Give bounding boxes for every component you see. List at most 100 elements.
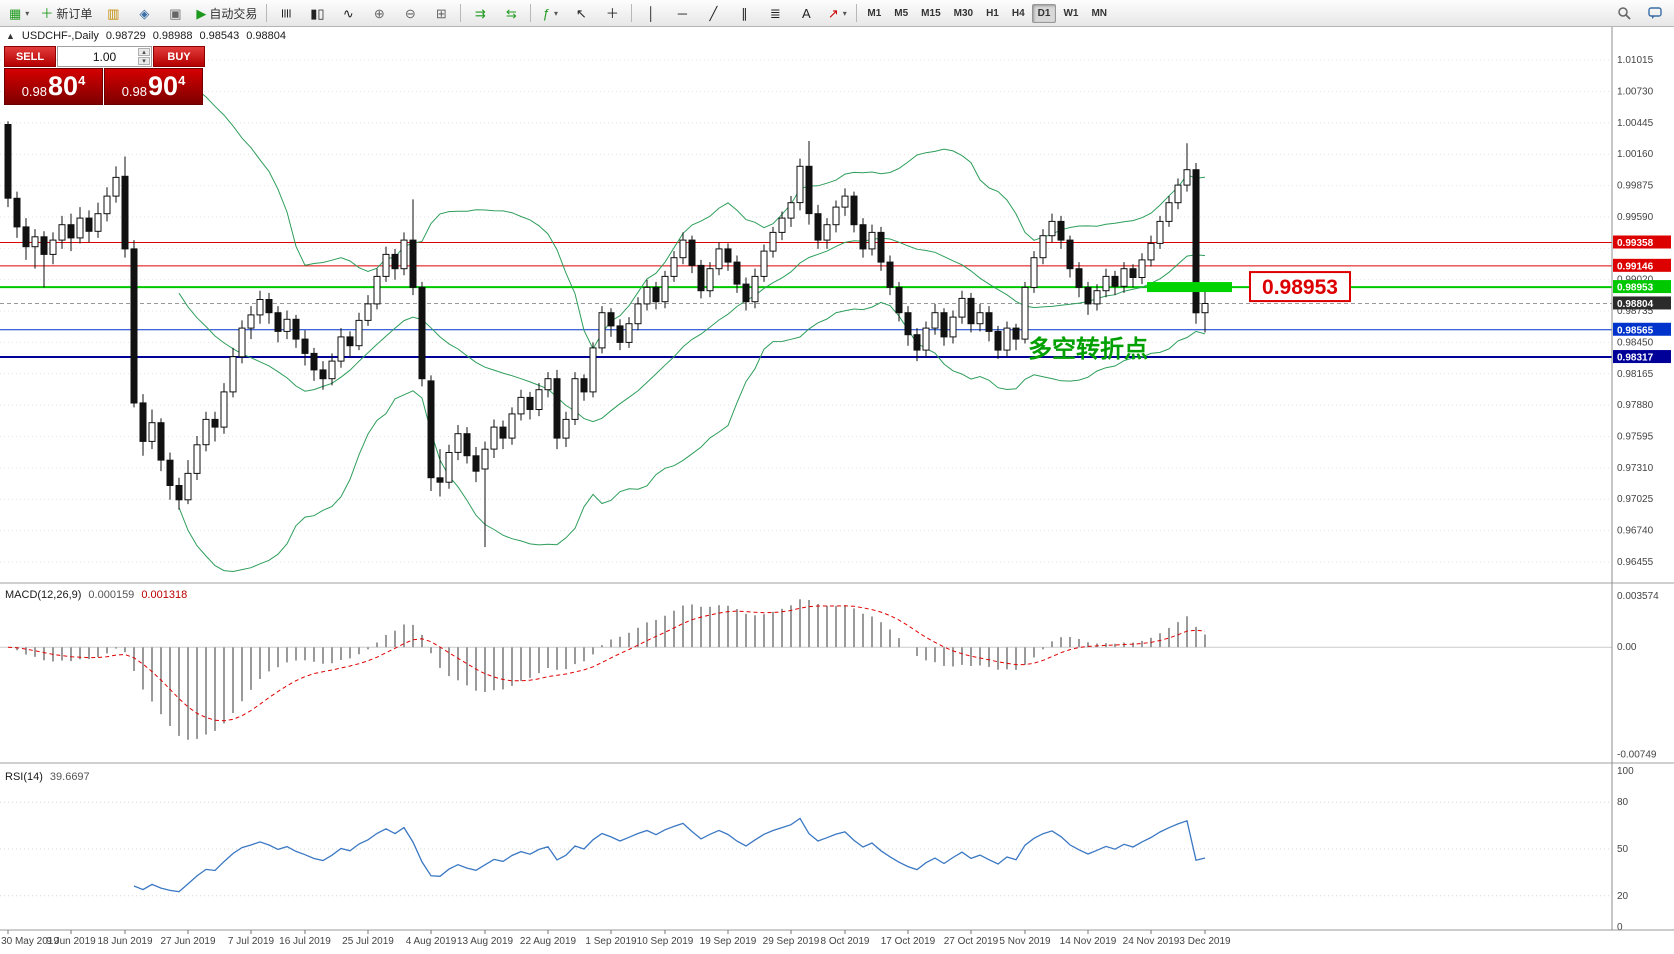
price-callout-box[interactable] <box>1249 271 1351 303</box>
svg-text:18 Jun 2019: 18 Jun 2019 <box>97 936 152 947</box>
macd-histogram <box>16 599 1206 740</box>
indicators-button[interactable]: ƒ ▾ <box>535 2 565 25</box>
new-order-button[interactable]: ＋ 新订单 <box>35 2 97 25</box>
toolbar-divider <box>856 4 858 22</box>
svg-text:3 Dec 2019: 3 Dec 2019 <box>1179 936 1231 947</box>
crosshair-button[interactable]: ＋ <box>597 2 627 25</box>
autotrade-button[interactable]: ▶ 自动交易 <box>191 2 262 25</box>
svg-text:10 Sep 2019: 10 Sep 2019 <box>637 936 694 947</box>
tab-timeframe-h1[interactable]: H1 <box>986 7 999 19</box>
arrows-tool-button[interactable]: ↗ ▾ <box>822 2 852 25</box>
market-watch-icon: ▥ <box>107 5 120 21</box>
svg-text:-0.00749: -0.00749 <box>1617 750 1657 761</box>
quote-close: 0.98804 <box>246 30 286 42</box>
toolbar-divider <box>631 4 633 22</box>
svg-text:0.97310: 0.97310 <box>1617 463 1654 474</box>
tab-timeframe-d1[interactable]: D1 <box>1031 3 1057 23</box>
price-axis-badge <box>1613 235 1671 249</box>
chevron-down-icon: ▾ <box>25 8 30 18</box>
tab-timeframe-m5[interactable]: M5 <box>894 7 909 19</box>
volume-up-icon[interactable]: ▴ <box>138 48 150 56</box>
svg-text:0.98735: 0.98735 <box>1617 306 1654 317</box>
toolbar-divider <box>460 4 462 22</box>
auto-scroll-button[interactable]: ⇉ <box>465 2 495 25</box>
buy-price-tile[interactable]: 0.98 90 4 <box>104 68 203 105</box>
indicators-icon: ƒ <box>542 5 550 21</box>
search-icon <box>1618 7 1631 20</box>
tab-timeframe-m15[interactable]: M15 <box>921 7 941 19</box>
zoom-in-icon: ⊕ <box>373 5 385 21</box>
svg-text:0.97025: 0.97025 <box>1617 494 1654 505</box>
navigator-button[interactable]: ◈ <box>129 2 159 25</box>
svg-text:0.98317: 0.98317 <box>1617 353 1654 364</box>
main-toolbar: ▦ ▾ ＋ 新订单 ▥ ◈ ▣ ▶ 自动交易 ≣ ▮▯ ∿ ⊕ <box>0 0 1674 27</box>
community-button[interactable] <box>1640 2 1670 25</box>
tile-windows-icon: ⊞ <box>435 5 447 21</box>
tab-timeframe-m30[interactable]: M30 <box>953 7 974 19</box>
volume-input[interactable]: 1.00 ▴ ▾ <box>57 46 152 67</box>
price-axis-badge <box>1613 280 1671 294</box>
cursor-button[interactable]: ↖ <box>566 2 596 25</box>
chat-icon <box>1648 7 1662 19</box>
new-chart-icon: ▦ <box>9 5 22 21</box>
collapse-trade-panel-icon[interactable]: ▲ <box>6 31 15 41</box>
sell-price-big: 80 <box>48 71 79 101</box>
turning-point-note-text[interactable]: 多空转折点 <box>1028 335 1148 363</box>
svg-text:1.00160: 1.00160 <box>1617 149 1654 160</box>
svg-text:0.96455: 0.96455 <box>1617 557 1654 568</box>
svg-text:16 Jul 2019: 16 Jul 2019 <box>279 936 331 947</box>
symbol-header: ▲ USDCHF-,Daily 0.98729 0.98988 0.98543 … <box>6 30 286 42</box>
macd-value-signal: 0.001318 <box>141 589 188 601</box>
svg-text:1 Sep 2019: 1 Sep 2019 <box>585 936 637 947</box>
price-chart[interactable]: 1.01015 1.00730 1.00445 1.00160 0.99875 0.995… <box>0 27 1674 954</box>
svg-text:0.98953: 0.98953 <box>1617 283 1654 294</box>
buy-button[interactable]: BUY <box>153 46 205 67</box>
candlestick-chart-button[interactable]: ▮▯ <box>302 2 332 25</box>
price-axis-badge <box>1613 296 1671 310</box>
one-click-trading-panel: SELL 1.00 ▴ ▾ BUY 0.98 80 4 0.98 90 4 <box>4 46 205 105</box>
sell-button[interactable]: SELL <box>4 46 56 67</box>
trendline-button[interactable]: ╱ <box>698 2 728 25</box>
tile-windows-button[interactable]: ⊞ <box>426 2 456 25</box>
support-zone-rect[interactable] <box>1147 282 1232 293</box>
buy-price-prefix: 0.98 <box>121 84 148 99</box>
new-order-plus-icon: ＋ <box>40 5 54 21</box>
tab-timeframe-h4[interactable]: H4 <box>1011 7 1025 19</box>
search-button[interactable] <box>1609 2 1639 25</box>
cursor-icon: ↖ <box>575 5 587 21</box>
svg-text:17 Oct 2019: 17 Oct 2019 <box>881 936 936 947</box>
candlestick-chart-icon: ▮▯ <box>310 5 325 21</box>
tab-timeframe-mn[interactable]: MN <box>1091 7 1108 19</box>
terminal-icon: ▣ <box>169 5 182 21</box>
text-tool-button[interactable]: A <box>791 2 821 25</box>
horizontal-line-button[interactable]: ─ <box>667 2 697 25</box>
zoom-out-button[interactable]: ⊖ <box>395 2 425 25</box>
chart-shift-button[interactable]: ⇆ <box>496 2 526 25</box>
svg-text:50: 50 <box>1617 844 1629 855</box>
rsi-value: 39.6697 <box>49 771 90 783</box>
volume-down-icon[interactable]: ▾ <box>138 57 150 65</box>
channel-icon: ∥ <box>741 5 748 21</box>
channel-button[interactable]: ∥ <box>729 2 759 25</box>
price-axis-badge <box>1613 322 1671 336</box>
line-chart-button[interactable]: ∿ <box>333 2 363 25</box>
fibonacci-button[interactable]: ≣ <box>760 2 790 25</box>
sell-price-sup: 4 <box>78 73 86 88</box>
vertical-line-button[interactable]: │ <box>636 2 666 25</box>
tab-timeframe-m1[interactable]: M1 <box>867 7 882 19</box>
svg-text:0.003574: 0.003574 <box>1617 591 1659 602</box>
svg-text:13 Aug 2019: 13 Aug 2019 <box>457 936 514 947</box>
buy-price-big: 90 <box>148 71 179 101</box>
bar-chart-button[interactable]: ≣ <box>271 2 301 25</box>
new-chart-button[interactable]: ▦ ▾ <box>4 2 34 25</box>
chevron-down-icon: ▾ <box>842 8 847 18</box>
svg-text:27 Oct 2019: 27 Oct 2019 <box>944 936 999 947</box>
zoom-in-button[interactable]: ⊕ <box>364 2 394 25</box>
terminal-button[interactable]: ▣ <box>160 2 190 25</box>
svg-text:19 Sep 2019: 19 Sep 2019 <box>700 936 757 947</box>
sell-price-tile[interactable]: 0.98 80 4 <box>4 68 103 105</box>
market-watch-button[interactable]: ▥ <box>98 2 128 25</box>
tab-timeframe-w1[interactable]: W1 <box>1063 7 1079 19</box>
text-tool-icon: A <box>802 5 811 21</box>
svg-text:5 Nov 2019: 5 Nov 2019 <box>999 936 1051 947</box>
